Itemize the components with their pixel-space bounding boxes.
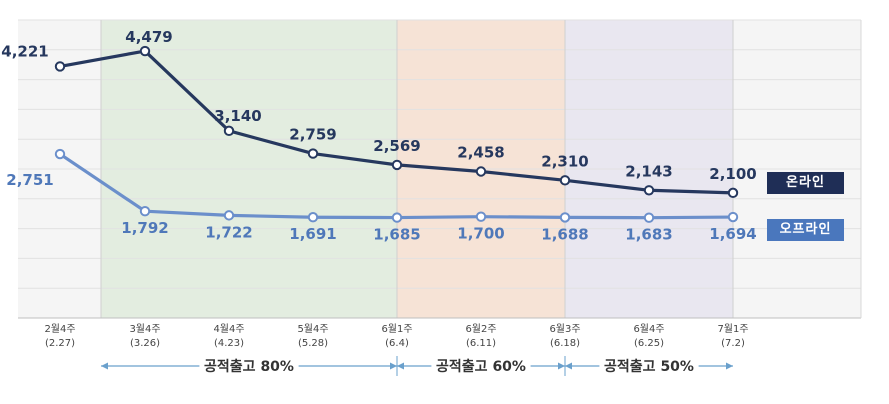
data-point — [727, 187, 739, 199]
legend-online: 온라인 — [767, 172, 844, 194]
data-label: 1,722 — [205, 223, 252, 241]
data-point — [307, 148, 319, 159]
period-label: 공적출고 60% — [436, 358, 526, 375]
data-label: 2,458 — [457, 144, 504, 162]
data-label: 2,143 — [625, 162, 672, 180]
data-point — [54, 61, 66, 72]
data-point — [223, 210, 235, 221]
data-point — [559, 175, 571, 186]
data-point — [139, 45, 151, 57]
data-label: 2,759 — [289, 126, 336, 144]
data-label: 4,479 — [125, 28, 172, 46]
x-tick-label: 4월4주 (4.23) — [213, 323, 244, 349]
data-label: 4,221 — [1, 42, 48, 60]
data-point — [307, 212, 319, 223]
data-point — [475, 211, 487, 222]
data-label: 2,310 — [541, 152, 588, 170]
data-point — [643, 185, 655, 196]
data-label: 1,691 — [289, 225, 336, 243]
arrow-head — [397, 362, 404, 370]
x-tick-label: 6월2주 (6.11) — [465, 323, 496, 349]
data-label: 1,700 — [457, 225, 504, 243]
data-label: 1,683 — [625, 226, 672, 244]
legend-offline: 오프라인 — [767, 219, 844, 241]
data-point — [223, 125, 235, 137]
x-tick-label: 2월4주 (2.27) — [44, 323, 75, 349]
data-point — [54, 148, 66, 160]
x-tick-label: 5월4주 (5.28) — [297, 323, 328, 349]
x-tick-label: 6월1주 (6.4) — [381, 323, 412, 349]
period-label: 공적출고 80% — [204, 358, 294, 375]
data-label: 3,140 — [214, 107, 261, 125]
data-label: 1,685 — [373, 226, 420, 244]
arrow-head — [390, 362, 397, 370]
data-label: 1,694 — [709, 225, 756, 243]
data-label: 1,688 — [541, 225, 588, 243]
data-label: 1,792 — [121, 219, 168, 237]
arrow-head — [726, 362, 733, 370]
data-label: 2,751 — [6, 171, 53, 189]
arrow-head — [558, 362, 565, 370]
x-tick-label: 6월4주 (6.25) — [633, 323, 664, 349]
data-point — [643, 212, 655, 223]
data-point — [475, 166, 487, 177]
data-point — [139, 205, 151, 217]
data-point — [559, 212, 571, 223]
x-tick-label: 6월3주 (6.18) — [549, 323, 580, 349]
data-label: 2,100 — [709, 165, 756, 183]
arrow-head — [565, 362, 572, 370]
data-point — [391, 159, 403, 171]
data-point — [391, 212, 403, 223]
data-point — [727, 211, 739, 223]
x-tick-label: 7월1주 (7.2) — [717, 323, 748, 349]
data-label: 2,569 — [373, 137, 420, 155]
arrow-head — [101, 362, 108, 370]
x-tick-label: 3월4주 (3.26) — [129, 323, 160, 349]
period-label: 공적출고 50% — [604, 358, 694, 375]
